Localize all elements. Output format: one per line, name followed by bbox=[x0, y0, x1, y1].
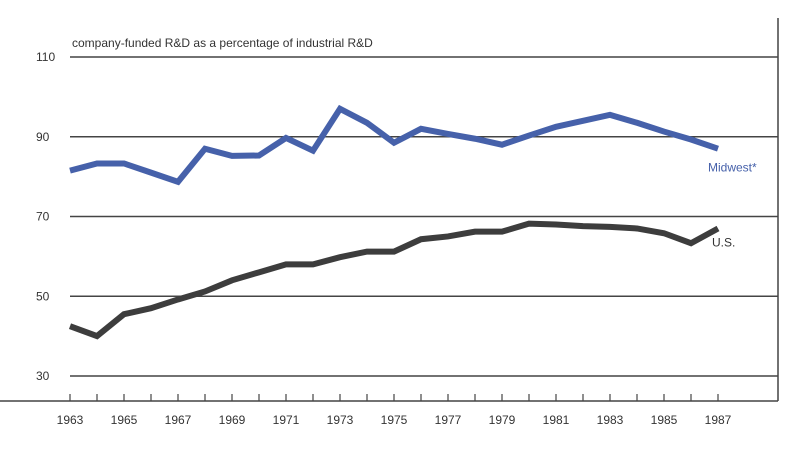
x-tick-label: 1987 bbox=[705, 413, 732, 427]
x-tick-label: 1975 bbox=[381, 413, 408, 427]
y-tick-label: 90 bbox=[36, 130, 50, 144]
y-tick-label: 50 bbox=[36, 289, 50, 303]
chart-title: company-funded R&D as a percentage of in… bbox=[72, 36, 373, 50]
x-tick-label: 1967 bbox=[165, 413, 192, 427]
x-tick-label: 1979 bbox=[489, 413, 516, 427]
x-tick-label: 1981 bbox=[543, 413, 570, 427]
y-tick-label: 70 bbox=[36, 210, 50, 224]
x-tick-label: 1973 bbox=[327, 413, 354, 427]
series-line-midwest bbox=[70, 109, 718, 182]
series-label: U.S. bbox=[712, 235, 735, 249]
y-tick-label: 30 bbox=[36, 369, 50, 383]
y-tick-label: 110 bbox=[36, 50, 55, 64]
x-tick-label: 1983 bbox=[597, 413, 624, 427]
series-label: Midwest* bbox=[708, 161, 757, 175]
x-tick-label: 1969 bbox=[219, 413, 246, 427]
x-tick-label: 1963 bbox=[57, 413, 84, 427]
x-tick-label: 1971 bbox=[273, 413, 300, 427]
series-line-us bbox=[70, 224, 718, 336]
x-tick-label: 1965 bbox=[111, 413, 138, 427]
x-tick-label: 1985 bbox=[651, 413, 678, 427]
x-tick-label: 1977 bbox=[435, 413, 462, 427]
